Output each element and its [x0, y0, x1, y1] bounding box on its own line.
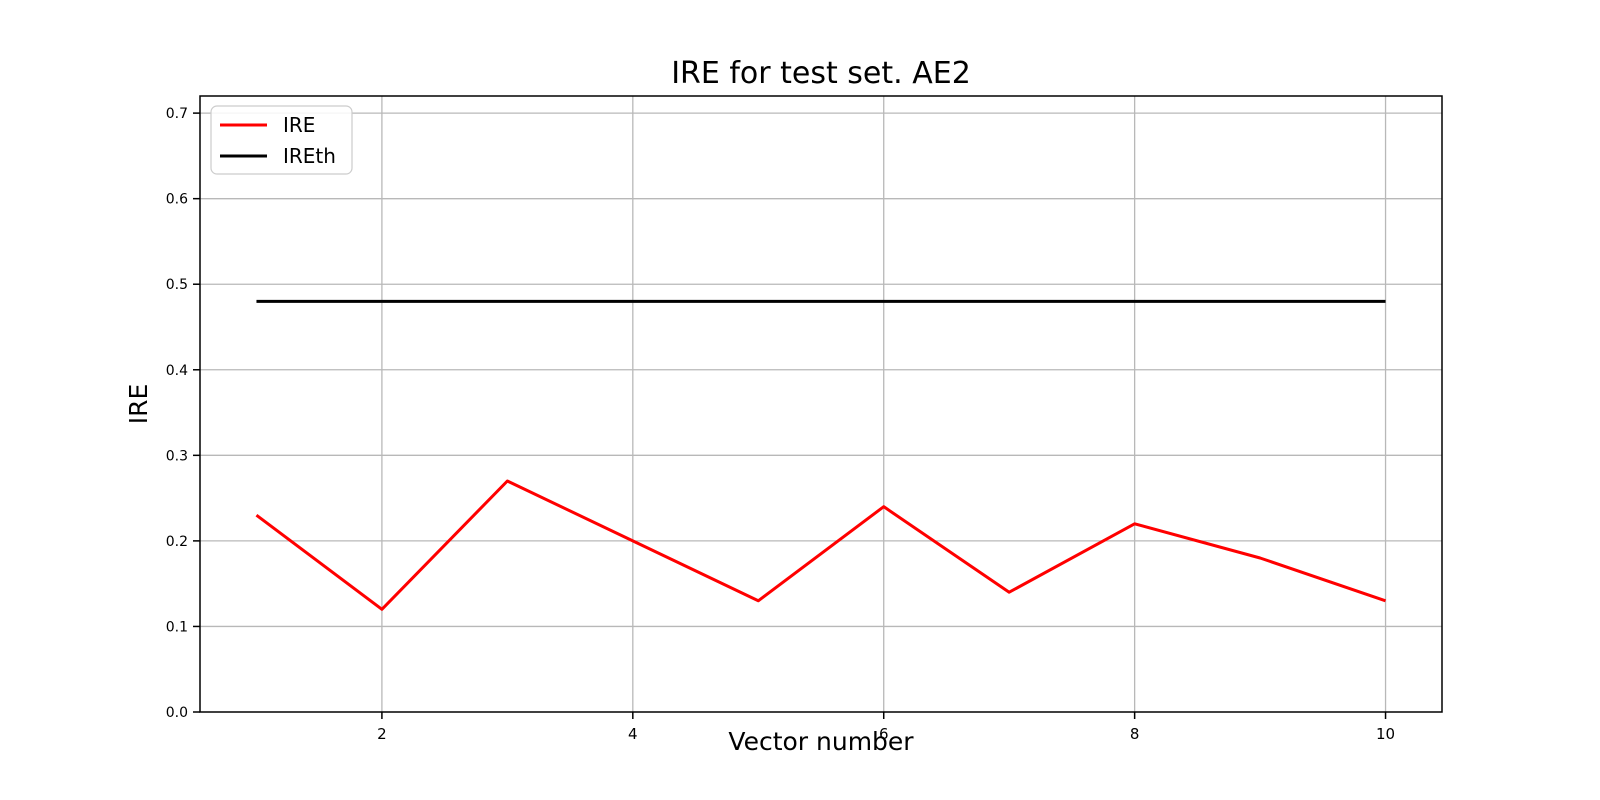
x-tick-label: 10	[1376, 725, 1395, 743]
grid-layer	[200, 96, 1442, 712]
x-tick-label: 2	[377, 725, 387, 743]
tick-layer: 2 4 6 8 10 0.0 0.1 0.2 0.3 0.4 0.5 0.6 0.7	[166, 106, 1395, 743]
legend-label-ire: IRE	[283, 113, 315, 137]
y-tick-label: 0.1	[166, 619, 188, 635]
y-tick-label: 0.5	[166, 277, 188, 293]
y-tick-label: 0.3	[166, 448, 188, 464]
y-tick-label: 0.0	[166, 705, 188, 721]
x-tick-label: 6	[879, 725, 889, 743]
chart-title: IRE for test set. AE2	[671, 56, 971, 91]
plot-border	[199, 95, 1443, 713]
y-tick-label: 0.4	[166, 363, 188, 379]
y-tick-label: 0.6	[166, 192, 188, 208]
x-tick-label: 8	[1130, 725, 1140, 743]
y-tick-label: 0.7	[166, 106, 188, 122]
x-axis-label: Vector number	[728, 727, 914, 756]
legend: IRE IREth	[210, 105, 353, 175]
series-line-IRE	[255, 479, 1387, 611]
legend-label-ireth: IREth	[283, 144, 336, 168]
x-tick-label: 4	[628, 725, 638, 743]
series-layer	[255, 299, 1387, 611]
y-tick-label: 0.2	[166, 534, 188, 550]
y-axis-label: IRE	[124, 384, 153, 425]
